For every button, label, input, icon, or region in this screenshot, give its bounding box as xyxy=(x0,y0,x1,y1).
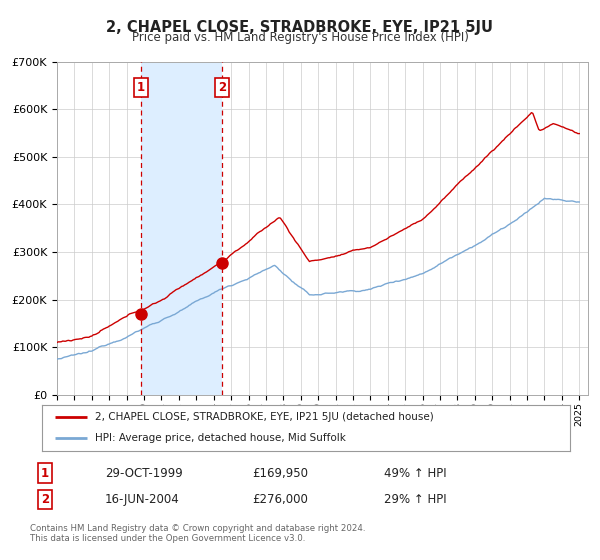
Text: 2: 2 xyxy=(218,81,226,94)
Text: 49% ↑ HPI: 49% ↑ HPI xyxy=(384,466,446,480)
Text: 1: 1 xyxy=(41,466,49,480)
Text: 2, CHAPEL CLOSE, STRADBROKE, EYE, IP21 5JU: 2, CHAPEL CLOSE, STRADBROKE, EYE, IP21 5… xyxy=(107,20,493,35)
Text: £169,950: £169,950 xyxy=(252,466,308,480)
Text: 29-OCT-1999: 29-OCT-1999 xyxy=(105,466,183,480)
Text: 29% ↑ HPI: 29% ↑ HPI xyxy=(384,493,446,506)
Text: 2, CHAPEL CLOSE, STRADBROKE, EYE, IP21 5JU (detached house): 2, CHAPEL CLOSE, STRADBROKE, EYE, IP21 5… xyxy=(95,412,434,422)
Bar xyxy=(141,62,221,395)
Text: Contains HM Land Registry data © Crown copyright and database right 2024.
This d: Contains HM Land Registry data © Crown c… xyxy=(30,524,365,543)
Text: Price paid vs. HM Land Registry's House Price Index (HPI): Price paid vs. HM Land Registry's House … xyxy=(131,31,469,44)
Text: 1: 1 xyxy=(137,81,145,94)
Text: 16-JUN-2004: 16-JUN-2004 xyxy=(105,493,180,506)
Text: HPI: Average price, detached house, Mid Suffolk: HPI: Average price, detached house, Mid … xyxy=(95,433,346,444)
Text: £276,000: £276,000 xyxy=(252,493,308,506)
Text: 2: 2 xyxy=(41,493,49,506)
